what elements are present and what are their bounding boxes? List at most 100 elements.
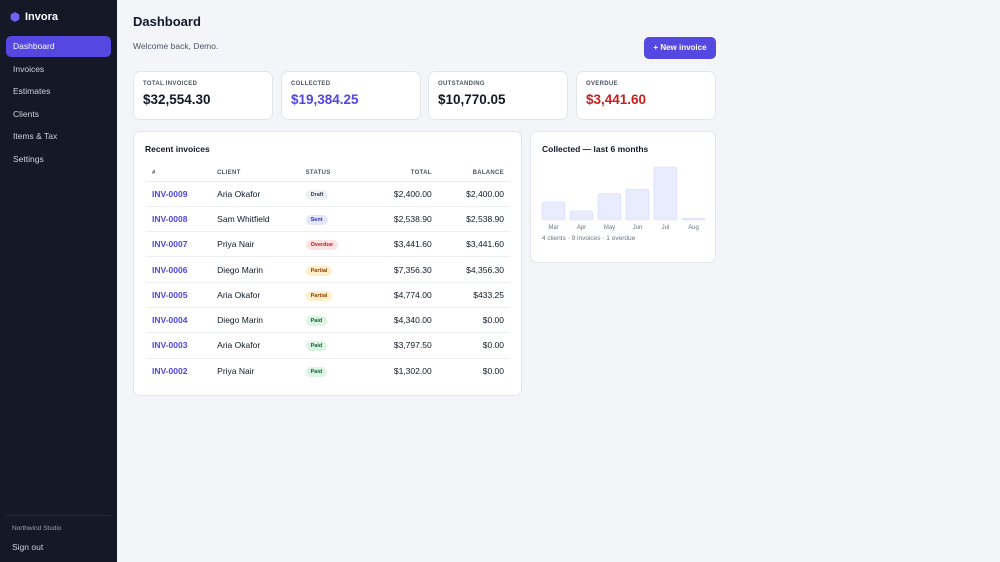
invoice-link[interactable]: INV-0002: [152, 365, 188, 376]
client-cell: Aria Okafor: [217, 332, 306, 359]
total-cell: $4,340.00: [366, 307, 432, 334]
chart-tick-label: May: [604, 225, 615, 231]
table-row[interactable]: INV-0003 Aria Okafor Paid $3,797.50 $0.00: [146, 332, 510, 359]
status-cell: Paid: [305, 358, 367, 383]
invoices-table: # CLIENT STATUS TOTAL BALANCE INV-0009 Ar…: [146, 165, 510, 383]
client-cell: Priya Nair: [217, 231, 306, 258]
status-badge: Paid: [305, 341, 328, 352]
status-cell: Sent: [305, 206, 367, 233]
invoice-link[interactable]: INV-0005: [152, 289, 188, 300]
sidebar-item-invoices[interactable]: Invoices: [13, 63, 45, 74]
chart-footnote: 4 clients · 9 invoices · 1 overdue: [542, 235, 636, 242]
stat-overdue: OVERDUE $3,441.60: [576, 71, 716, 120]
stat-value: $32,554.30: [143, 92, 211, 107]
status-badge: Partial: [305, 290, 333, 301]
chart-bar-jul: [653, 166, 678, 221]
welcome-text: Welcome back, Demo.: [133, 41, 219, 51]
sidebar-footer: Northwind Studio Sign out: [6, 515, 111, 562]
new-invoice-button[interactable]: + New invoice: [644, 37, 716, 59]
table-row[interactable]: INV-0007 Priya Nair Overdue $3,441.60 $3,441…: [146, 231, 510, 258]
brand[interactable]: Invora: [10, 11, 58, 23]
sidebar-item-clients[interactable]: Clients: [13, 108, 39, 119]
page-title: Dashboard: [133, 14, 201, 29]
invoice-id-cell: INV-0008: [146, 206, 218, 233]
balance-cell: $433.25: [431, 282, 510, 308]
invoice-link[interactable]: INV-0003: [152, 340, 188, 351]
chart-bar-aug: [681, 218, 706, 221]
stat-collected: COLLECTED $19,384.25: [281, 71, 421, 120]
stat-total-invoiced: TOTAL INVOICED $32,554.30: [133, 71, 273, 120]
col-header-id: #: [146, 165, 218, 182]
invoice-id-cell: INV-0009: [146, 181, 218, 207]
total-cell: $1,302.00: [393, 365, 432, 376]
status-badge: Overdue: [305, 240, 338, 251]
invoice-id-cell: INV-0003: [146, 332, 218, 359]
stat-label: OVERDUE: [586, 81, 618, 87]
sidebar-item-estimates[interactable]: Estimates: [13, 86, 51, 96]
total-cell: $4,774.00: [366, 282, 432, 308]
col-header-balance: BALANCE: [431, 165, 510, 182]
status-cell: Paid: [305, 307, 367, 334]
stat-outstanding: OUTSTANDING $10,770.05: [428, 71, 568, 120]
status-cell: Partial: [305, 282, 367, 308]
table-row[interactable]: INV-0009 Aria Okafor Draft $2,400.00 $2,400.…: [146, 181, 510, 207]
chart-tick-label: Mar: [548, 225, 558, 231]
table-row[interactable]: INV-0002 Priya Nair Paid $1,302.00 $0.00: [146, 358, 510, 383]
stat-value: $3,441.60: [586, 92, 647, 107]
chart-bar-mar: [541, 201, 566, 221]
invoice-link[interactable]: INV-0007: [152, 239, 188, 250]
table-row[interactable]: INV-0006 Diego Marin Partial $7,356.30 $4,35…: [146, 256, 510, 283]
status-badge: Paid: [305, 366, 328, 377]
sign-out-link[interactable]: Sign out: [12, 542, 44, 552]
status-badge: Draft: [305, 189, 329, 200]
chart-tick-label: Jun: [633, 225, 643, 231]
total-cell: $2,400.00: [366, 181, 432, 207]
chart-tick-label: Jul: [662, 225, 670, 231]
status-cell: Partial: [305, 256, 367, 283]
invoice-link[interactable]: INV-0008: [152, 213, 188, 224]
invoice-id-cell: INV-0002: [146, 358, 217, 383]
table-row[interactable]: INV-0008 Sam Whitfield Sent $2,538.90 $2,538…: [146, 206, 510, 233]
invoice-id-cell: INV-0004: [146, 307, 218, 334]
sidebar-item-settings[interactable]: Settings: [13, 153, 44, 164]
app-name: Invora: [25, 11, 59, 23]
col-header-client: CLIENT: [217, 165, 306, 182]
invoice-link[interactable]: INV-0004: [152, 315, 188, 326]
stat-label: TOTAL INVOICED: [143, 81, 198, 87]
sidebar-item-items-tax[interactable]: Items & Tax: [13, 131, 58, 141]
status-cell: Overdue: [305, 231, 367, 258]
status-badge: Partial: [305, 265, 333, 276]
stat-label: OUTSTANDING: [438, 81, 485, 87]
status-badge: Sent: [305, 214, 328, 225]
stat-value: $19,384.25: [291, 92, 359, 107]
balance-cell: $2,400.00: [431, 181, 510, 207]
sidebar: Invora Dashboard Invoices Estimates Clie…: [0, 0, 117, 562]
table-header-row: # CLIENT STATUS TOTAL BALANCE: [146, 165, 510, 182]
chart-bar-jun: [625, 188, 650, 221]
stat-value: $10,770.05: [438, 92, 506, 107]
invoice-link[interactable]: INV-0009: [152, 188, 188, 199]
invoice-id-cell: INV-0006: [146, 256, 218, 283]
invoice-link[interactable]: INV-0006: [152, 264, 188, 275]
chart-tick-label: Apr: [577, 225, 586, 231]
col-header-total: TOTAL: [366, 165, 432, 182]
logo-icon: [10, 12, 20, 22]
table-row[interactable]: INV-0005 Aria Okafor Partial $4,774.00 $433.…: [146, 282, 510, 308]
status-badge: Paid: [305, 316, 328, 327]
collected-bar-chart: Mar Apr May Jun Jul Aug: [541, 166, 706, 231]
invoices-table-body: INV-0009 Aria Okafor Draft $2,400.00 $2,400.…: [146, 181, 510, 383]
org-name: Northwind Studio: [12, 525, 62, 532]
chart-tick-label: Aug: [688, 225, 699, 231]
total-cell: $3,441.60: [366, 231, 432, 258]
balance-cell: $2,538.90: [431, 206, 510, 233]
sidebar-item-dashboard[interactable]: Dashboard: [6, 36, 111, 57]
invoice-id-cell: INV-0007: [146, 231, 218, 258]
total-cell: $3,797.50: [366, 332, 432, 359]
stat-label: COLLECTED: [291, 81, 331, 87]
balance-cell: $4,356.30: [431, 256, 510, 283]
chart-bar-may: [597, 193, 622, 221]
client-cell: Aria Okafor: [217, 282, 306, 308]
col-header-status: STATUS: [305, 165, 367, 182]
invoice-id-cell: INV-0005: [146, 282, 218, 308]
table-row[interactable]: INV-0004 Diego Marin Paid $4,340.00 $0.00: [146, 307, 510, 334]
